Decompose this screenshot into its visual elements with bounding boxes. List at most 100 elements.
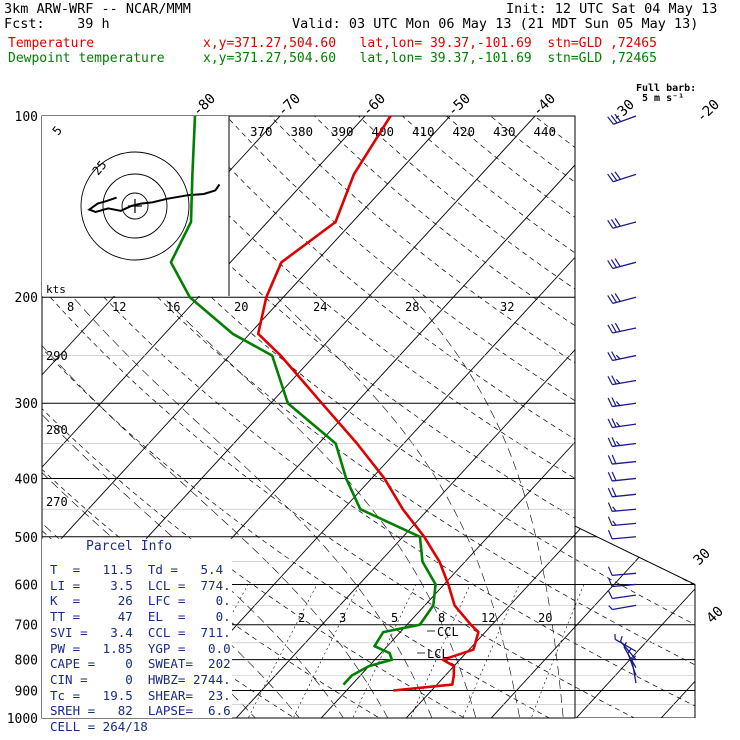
wind-barb-flag xyxy=(615,441,621,446)
isotherm-tick-label: -20 xyxy=(694,97,723,126)
wind-barb xyxy=(607,589,637,600)
full-barb-unit: 5 m s⁻¹ xyxy=(642,93,685,104)
wind-barb-staff xyxy=(612,477,637,482)
wind-barb-flag xyxy=(610,294,618,303)
wind-barb xyxy=(607,516,637,527)
dewpoint-station-info: x,y=371.27,504.60 lat,lon= 39.37,-101.69… xyxy=(203,51,657,66)
parcel-info-row: PW = 1.85 YGP = 0.0 xyxy=(50,640,231,656)
wind-barb-flag xyxy=(611,375,617,385)
mixing-ratio-line xyxy=(286,584,360,718)
wind-barb-flag xyxy=(615,378,621,384)
isotherm-line xyxy=(309,116,695,718)
hodograph-ring xyxy=(121,192,149,220)
wind-barb-staff xyxy=(620,640,637,661)
wind-barb-flag xyxy=(607,472,613,482)
wind-barb-staff xyxy=(612,460,637,465)
forecast-hour: Fcst: 39 h xyxy=(4,16,110,32)
model-title: 3km ARW-WRF -- NCAR/MMM xyxy=(4,1,191,17)
wind-barb-flag xyxy=(611,397,617,407)
wind-barb-flag xyxy=(610,115,618,124)
wind-barb-staff xyxy=(631,659,637,684)
wind-barb-staff xyxy=(612,173,637,183)
moist-adiabat-line xyxy=(276,296,523,718)
wind-barb xyxy=(607,566,637,577)
wind-barb-flag xyxy=(607,566,613,576)
hodograph-ring xyxy=(102,173,168,239)
hodograph-speed-label: 8 xyxy=(67,300,74,314)
mixing-ratio-line xyxy=(241,584,318,718)
wind-barb xyxy=(607,454,637,465)
wind-barb-flag xyxy=(607,529,613,540)
isotherm-line xyxy=(734,88,740,730)
annotation-label: LCL xyxy=(427,647,449,661)
temperature-trace xyxy=(256,115,480,692)
parcel-info-row: SVI = 3.4 CCL = 711. xyxy=(50,624,231,640)
wind-barb-flag xyxy=(611,437,617,447)
wind-barb xyxy=(608,604,637,611)
mixing-ratio-line xyxy=(346,584,417,718)
wind-barb-flag xyxy=(614,113,622,122)
mixing-ratio-line xyxy=(404,584,471,718)
wind-barb xyxy=(607,397,637,408)
isotherm-tick-label: 40 xyxy=(704,604,727,627)
wind-barb-staff xyxy=(612,508,637,512)
parcel-info-title: Parcel Info xyxy=(86,539,173,554)
wind-barb xyxy=(607,471,637,482)
dry-adiabat-line xyxy=(628,116,695,718)
pressure-tick-label: 600 xyxy=(15,578,38,593)
dry-adiabat-line xyxy=(543,116,695,718)
pressure-tick-label: 500 xyxy=(15,531,38,546)
wind-barb-flag xyxy=(611,471,617,481)
mixing-ratio-label: 3 xyxy=(339,611,346,625)
wind-barb-flag xyxy=(614,258,621,267)
dry-adiabat-line xyxy=(586,116,695,718)
wind-barb xyxy=(607,171,637,183)
wind-barb-flag xyxy=(610,259,618,268)
wind-barb xyxy=(607,502,637,512)
mixing-ratio-label: 20 xyxy=(538,611,552,625)
wind-barb-flag xyxy=(614,171,621,180)
theta-tick-label: 290 xyxy=(46,349,68,363)
hodograph-speed-label: 32 xyxy=(500,300,514,314)
moist-adiabat-line xyxy=(72,297,438,718)
wind-barb-staff xyxy=(612,594,637,600)
wind-barb-flag xyxy=(607,116,614,125)
isotherm-tick-label: -60 xyxy=(360,91,389,120)
moist-adiabat-line xyxy=(42,297,395,718)
mixing-ratio-line xyxy=(457,584,520,718)
hodograph: 255 xyxy=(42,116,230,296)
moist-adiabat-line xyxy=(42,297,353,718)
temperature-station-info: x,y=371.27,504.60 lat,lon= 39.37,-101.69… xyxy=(203,36,657,51)
wind-barb xyxy=(607,322,637,334)
wind-barb-flag xyxy=(611,323,617,333)
pressure-tick-label: 1000 xyxy=(7,712,38,727)
wind-barb-staff xyxy=(612,261,637,270)
wind-barb-staff xyxy=(612,379,637,386)
theta-tick-label: 430 xyxy=(493,124,516,139)
wind-barb-flag xyxy=(607,352,614,361)
wind-barb-staff xyxy=(614,638,637,652)
dry-adiabat-line xyxy=(244,116,695,718)
isotherm-tick-label: -40 xyxy=(530,91,559,120)
wind-barb-flag xyxy=(607,516,613,526)
isotherm-tick-label: -50 xyxy=(445,91,474,120)
wind-barb xyxy=(607,437,637,448)
wind-barb-staff xyxy=(612,493,637,498)
wind-barb-flag xyxy=(607,502,613,512)
wind-barb-flag xyxy=(615,421,621,427)
wind-barb-flag xyxy=(607,260,614,269)
hodograph-speed-label: 20 xyxy=(234,300,248,314)
hodograph-speed-label: 28 xyxy=(405,300,419,314)
wind-barb-flag xyxy=(607,487,613,498)
wind-barb-staff xyxy=(612,423,637,429)
full-barb-label: Full barb: xyxy=(636,83,697,94)
wind-barb-flag xyxy=(611,351,617,361)
wind-barb xyxy=(607,258,637,270)
wind-barb-staff xyxy=(612,402,637,408)
wind-barb-staff xyxy=(613,115,637,125)
dry-adiabat-line xyxy=(500,116,695,718)
wind-barb xyxy=(607,577,637,588)
wind-barb-flag xyxy=(611,487,617,497)
wind-barb-flag xyxy=(607,295,614,304)
moist-adiabat-line xyxy=(163,296,480,718)
